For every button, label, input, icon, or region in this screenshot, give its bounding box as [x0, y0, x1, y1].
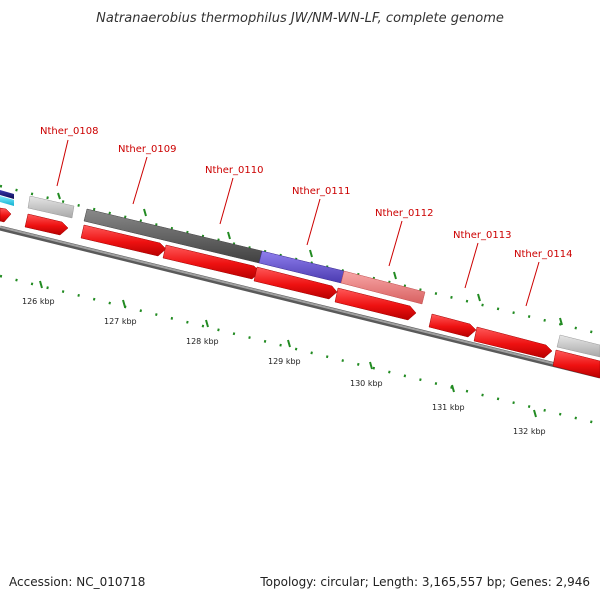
- lower-major-tick: [533, 409, 537, 418]
- kbp-label: 130 kbp: [350, 379, 383, 388]
- kbp-label: 131 kbp: [432, 403, 465, 412]
- upper-major-tick: [393, 271, 397, 280]
- gene-label[interactable]: Nther_0111: [292, 186, 350, 197]
- lower-major-tick: [451, 384, 455, 393]
- gene-leader-line: [132, 156, 148, 205]
- gene-leader-line: [464, 242, 479, 289]
- upper-major-tick: [143, 208, 147, 217]
- cds-arrow[interactable]: [552, 349, 600, 379]
- cds-arrow[interactable]: [428, 313, 477, 338]
- gene-leader-line: [388, 220, 403, 267]
- grey-feature[interactable]: [27, 195, 75, 219]
- gene-label[interactable]: Nther_0110: [205, 165, 263, 176]
- upper-major-tick: [477, 293, 481, 302]
- gene-labels: Nther_0108 Nther_0109 Nther_0110 Nther_0…: [40, 126, 572, 307]
- lower-major-tick: [205, 319, 209, 328]
- accession-text: Accession: NC_010718: [9, 575, 145, 589]
- lower-major-tick: [287, 339, 291, 348]
- upper-major-ticks: [57, 192, 563, 326]
- feature-track-upper: [0, 190, 600, 358]
- lower-major-ticks: [39, 280, 537, 418]
- cds-arrow[interactable]: [24, 213, 69, 236]
- lower-major-tick: [122, 299, 126, 308]
- lower-major-tick: [39, 280, 43, 289]
- gene-label[interactable]: Nther_0109: [118, 144, 176, 155]
- genome-summary-text: Topology: circular; Length: 3,165,557 bp…: [259, 575, 590, 589]
- cds-arrow[interactable]: [80, 224, 167, 257]
- cds-arrow[interactable]: [253, 266, 338, 300]
- cds-arrow[interactable]: [473, 326, 553, 359]
- gene-label[interactable]: Nther_0114: [514, 249, 572, 260]
- kbp-label: 129 kbp: [268, 357, 301, 366]
- kbp-label: 128 kbp: [186, 337, 219, 346]
- navy-feature[interactable]: [0, 190, 14, 199]
- gene-leader-line: [306, 198, 321, 246]
- cyan-feature[interactable]: [0, 196, 14, 206]
- cds-arrow[interactable]: [334, 287, 417, 321]
- kbp-label: 127 kbp: [104, 317, 137, 326]
- gene-leader-line: [219, 177, 234, 225]
- scale-labels: 126 kbp 127 kbp 128 kbp 129 kbp 130 kbp …: [22, 297, 546, 436]
- gene-label[interactable]: Nther_0113: [453, 230, 511, 241]
- gene-leader-line: [525, 261, 540, 307]
- gene-label[interactable]: Nther_0112: [375, 208, 433, 219]
- kbp-label: 126 kbp: [22, 297, 55, 306]
- gene-label[interactable]: Nther_0108: [40, 126, 98, 137]
- upper-major-tick: [309, 249, 313, 258]
- upper-major-tick: [559, 317, 563, 326]
- genome-backbone: [0, 225, 600, 379]
- upper-tick-dots: [0, 184, 600, 336]
- cds-track: [0, 207, 600, 379]
- upper-major-tick: [57, 192, 61, 200]
- cds-arrow[interactable]: [0, 207, 12, 223]
- upper-major-tick: [227, 231, 231, 240]
- map-title: Natranaerobius thermophilus JW/NM-WN-LF,…: [96, 11, 504, 26]
- kbp-label: 132 kbp: [513, 427, 546, 436]
- lower-major-tick: [369, 361, 373, 370]
- grey-feature[interactable]: [556, 334, 600, 358]
- pink-feature[interactable]: [340, 270, 426, 305]
- gene-leader-line: [56, 139, 69, 187]
